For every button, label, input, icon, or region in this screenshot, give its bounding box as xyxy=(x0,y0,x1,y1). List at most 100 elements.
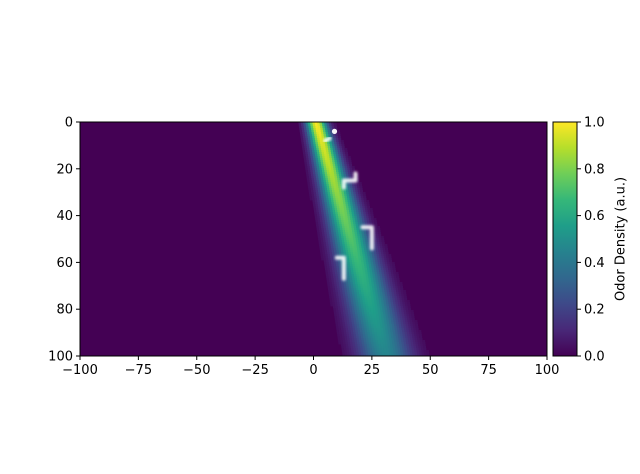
plume-cell xyxy=(346,272,350,275)
plume-cell xyxy=(390,316,394,319)
plume-cell xyxy=(358,224,362,227)
plume-cell xyxy=(394,312,398,315)
plume-cell xyxy=(318,210,322,213)
plume-cell xyxy=(335,294,339,297)
plume-cell xyxy=(309,148,313,151)
plume-cell xyxy=(375,276,379,279)
plume-cell xyxy=(352,330,356,333)
plume-cell xyxy=(415,344,419,347)
plume-cell xyxy=(306,174,310,177)
plume-cell xyxy=(388,274,392,277)
plume-cell xyxy=(381,304,385,307)
plume-cell xyxy=(360,332,364,335)
plume-cell xyxy=(365,212,369,215)
plume-cell xyxy=(387,280,391,283)
plume-cell xyxy=(327,132,331,135)
plume-cell xyxy=(362,256,366,259)
plume-cell xyxy=(310,158,314,161)
plume-cell xyxy=(383,302,387,305)
plume-cell xyxy=(348,346,352,349)
plume-cell xyxy=(357,268,361,271)
plume-cell xyxy=(325,208,329,211)
plume-cell xyxy=(306,132,310,135)
plume-cell xyxy=(307,148,310,151)
plume-cell xyxy=(341,174,345,177)
plume-cell xyxy=(393,288,397,291)
plume-cell xyxy=(367,238,371,241)
plume-cell xyxy=(387,266,391,269)
plume-cell xyxy=(350,348,354,351)
plume-cell xyxy=(408,308,411,311)
plume-cell xyxy=(402,300,406,303)
plume-cell xyxy=(317,184,321,187)
plume-cell xyxy=(345,278,349,281)
plume-cell xyxy=(319,250,323,253)
plume-cell xyxy=(401,328,405,331)
plume-cell xyxy=(349,306,353,309)
plume-cell xyxy=(332,210,336,213)
plume-cell xyxy=(350,300,354,303)
plume-cell xyxy=(349,260,353,263)
plume-cell xyxy=(370,336,374,339)
plume-cell xyxy=(366,342,370,345)
plume-cell xyxy=(410,340,414,343)
plume-cell xyxy=(308,156,312,159)
plume-cell xyxy=(339,190,342,193)
plume-cell xyxy=(368,246,372,249)
plume-cell xyxy=(383,346,387,349)
plume-cell xyxy=(334,318,338,321)
plume-cell xyxy=(304,160,308,163)
plume-cell xyxy=(310,140,314,143)
plume-cell xyxy=(354,280,358,283)
plume-cell xyxy=(408,312,412,315)
plume-cell xyxy=(337,318,341,321)
plume-cell xyxy=(352,344,356,347)
plume-cell xyxy=(400,352,404,355)
plume-cell xyxy=(384,290,388,293)
plume-cell xyxy=(351,276,355,279)
plume-cell xyxy=(307,168,311,171)
plume-cell xyxy=(394,330,398,333)
plume-cell xyxy=(373,280,377,283)
plume-cell xyxy=(340,306,343,309)
plume-cell xyxy=(311,134,315,137)
plume-cell xyxy=(390,270,394,273)
plume-cell xyxy=(350,236,354,239)
plume-cell xyxy=(318,194,322,197)
plume-cell xyxy=(331,154,335,157)
plume-cell xyxy=(316,134,320,137)
plume-cell xyxy=(306,162,310,165)
plume-cell xyxy=(379,354,383,356)
plume-cell xyxy=(344,292,348,295)
plume-cell xyxy=(312,136,316,139)
plume-cell xyxy=(364,270,368,273)
plume-cell xyxy=(332,192,336,195)
plume-cell xyxy=(328,182,332,185)
plume-cell xyxy=(307,166,311,169)
plume-cell xyxy=(349,214,353,217)
plume-cell xyxy=(338,328,342,331)
plume-cell xyxy=(351,320,355,323)
plume-cell xyxy=(396,342,400,345)
plume-cell xyxy=(393,338,397,341)
plume-cell xyxy=(350,186,354,189)
plume-cell xyxy=(360,206,364,209)
plume-cell xyxy=(321,228,325,231)
plume-cell xyxy=(348,316,352,319)
plume-cell xyxy=(352,252,356,255)
plume-cell xyxy=(313,206,317,209)
plume-cell xyxy=(315,140,319,143)
plume-cell xyxy=(344,276,348,279)
plume-cell xyxy=(316,214,320,217)
plume-cell xyxy=(351,290,355,293)
plume-cell xyxy=(353,192,357,195)
plume-cell xyxy=(405,322,409,325)
plume-cell xyxy=(361,214,365,217)
plume-cell xyxy=(354,292,358,295)
plume-cell xyxy=(393,350,397,353)
plume-cell xyxy=(366,326,370,329)
plume-cell xyxy=(350,264,354,267)
plume-cell xyxy=(347,296,351,299)
plume-cell xyxy=(343,190,347,193)
plume-cell xyxy=(319,198,323,201)
